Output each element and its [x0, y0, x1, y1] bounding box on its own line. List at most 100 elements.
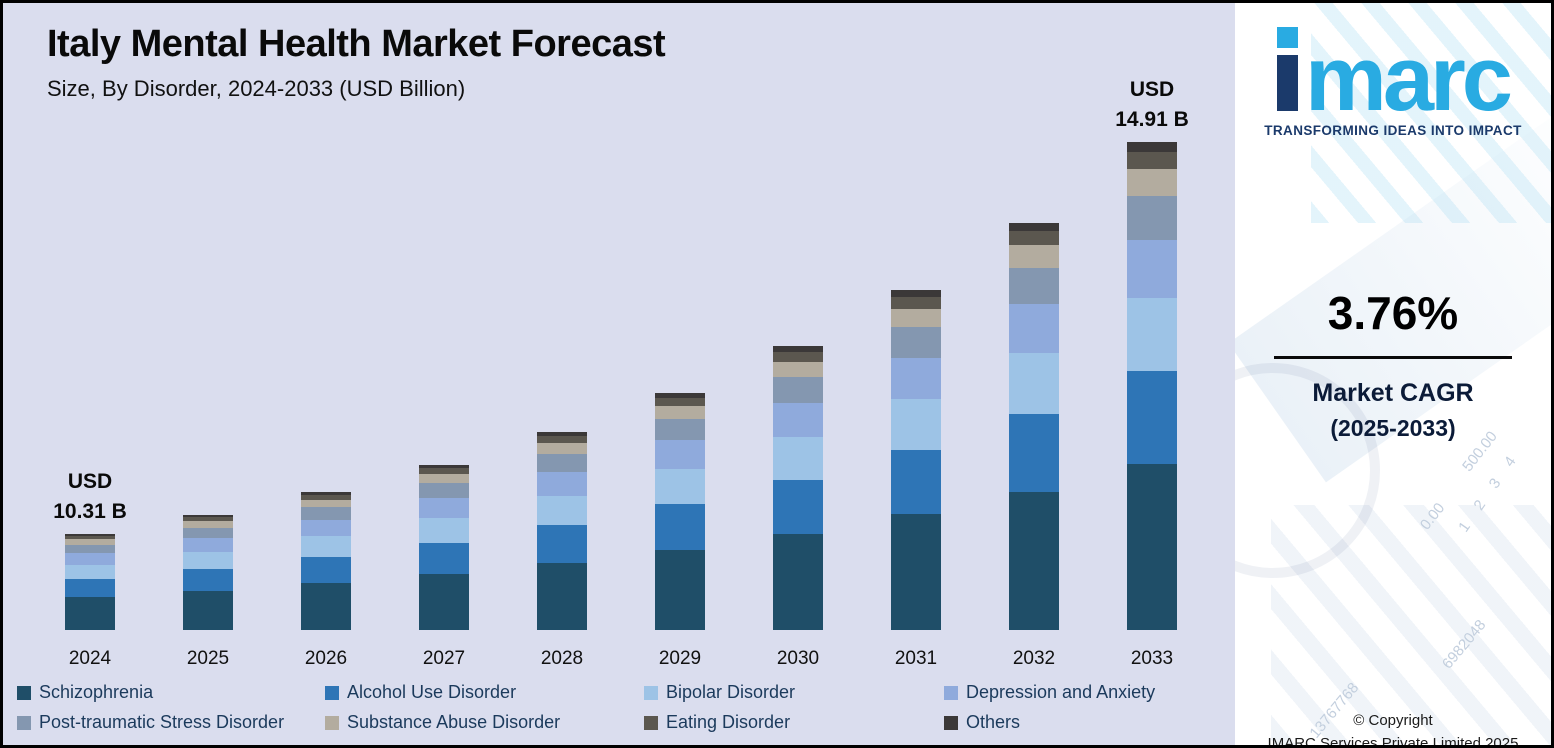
legend-label: Alcohol Use Disorder: [347, 682, 517, 702]
legend-item-bipolar-disorder: Bipolar Disorder: [644, 682, 944, 703]
legend-label: Others: [966, 712, 1021, 732]
legend-label: Eating Disorder: [666, 712, 791, 732]
legend-item-post-traumatic-stress-disorder: Post-traumatic Stress Disorder: [17, 712, 325, 733]
bar-segment-schizophrenia: [773, 533, 823, 630]
bar-segment-bipolar-disorder: [891, 398, 941, 450]
bar-value-label-line: USD: [1129, 78, 1175, 102]
bar-value-label-line: 14.91 B: [1115, 107, 1189, 131]
bar-segment-depression-and-anxiety: [419, 497, 469, 518]
bar-value-label-line: 10.31 B: [53, 499, 127, 523]
bar-segment-post-traumatic-stress-disorder: [891, 327, 941, 359]
legend-item-others: Others: [944, 712, 1217, 733]
bar-segment-bipolar-disorder: [655, 468, 705, 505]
bar-segment-bipolar-disorder: [65, 564, 115, 580]
bar-segment-schizophrenia: [1127, 464, 1177, 630]
bar-segment-eating-disorder: [773, 351, 823, 362]
bar-segment-bipolar-disorder: [537, 495, 587, 526]
bar-segment-others: [773, 346, 823, 352]
sidebar-content: marc TRANSFORMING IDEAS INTO IMPACT 3.76…: [1235, 27, 1551, 745]
bar-segment-substance-abuse-disorder: [301, 499, 351, 508]
cagr-period: (2025-2033): [1330, 415, 1456, 441]
bar-segment-alcohol-use-disorder: [183, 569, 233, 591]
legend-swatch: [644, 715, 658, 730]
bar-segment-schizophrenia: [537, 562, 587, 630]
bar-segment-others: [183, 515, 233, 518]
bar-segment-substance-abuse-disorder: [891, 308, 941, 328]
bar-segment-eating-disorder: [183, 517, 233, 522]
legend-label: Substance Abuse Disorder: [347, 712, 561, 732]
cagr-block: 3.76% Market CAGR (2025-2033): [1235, 286, 1551, 442]
x-axis-label-2025: 2025: [186, 648, 230, 669]
bar-slot-2029: 2029: [621, 3, 739, 669]
bar-segment-post-traumatic-stress-disorder: [537, 454, 587, 472]
bar-segment-alcohol-use-disorder: [891, 449, 941, 515]
imarc-logo: marc TRANSFORMING IDEAS INTO IMPACT: [1235, 27, 1551, 138]
copyright: © Copyright IMARC Services Private Limit…: [1235, 709, 1551, 746]
bar-slot-2032: 2032: [975, 3, 1093, 669]
legend-item-alcohol-use-disorder: Alcohol Use Disorder: [325, 682, 644, 703]
bar-segment-others: [891, 290, 941, 297]
legend-swatch: [944, 715, 958, 730]
bar-segment-substance-abuse-disorder: [419, 474, 469, 484]
bar-segment-post-traumatic-stress-disorder: [65, 544, 115, 554]
cagr-divider: [1274, 356, 1512, 359]
bar-stack-2025: [183, 515, 233, 630]
logo-tagline: TRANSFORMING IDEAS INTO IMPACT: [1264, 123, 1522, 138]
bar-segment-post-traumatic-stress-disorder: [419, 483, 469, 498]
bar-segment-others: [65, 534, 115, 537]
chart-panel: Italy Mental Health Market Forecast Size…: [3, 3, 1235, 745]
bar-segment-alcohol-use-disorder: [655, 504, 705, 550]
bar-segment-schizophrenia: [1009, 491, 1059, 630]
bar-segment-alcohol-use-disorder: [1009, 414, 1059, 492]
chart-legend: Schizophrenia Alcohol Use Disorder Bipolar…: [17, 682, 1217, 733]
bar-segment-substance-abuse-disorder: [655, 406, 705, 420]
x-axis-label-2030: 2030: [776, 648, 820, 669]
bar-value-label: USD 14.91 B: [1115, 75, 1189, 134]
x-axis-label-2032: 2032: [1012, 648, 1056, 669]
x-axis-label-2029: 2029: [658, 648, 702, 669]
legend-swatch: [944, 685, 958, 700]
bar-segment-post-traumatic-stress-disorder: [301, 507, 351, 520]
bar-segment-bipolar-disorder: [419, 517, 469, 543]
bar-stack-2031: [891, 290, 941, 630]
bar-segment-bipolar-disorder: [301, 536, 351, 557]
bar-segment-alcohol-use-disorder: [301, 557, 351, 584]
legend-swatch: [17, 685, 31, 700]
bar-segment-depression-and-anxiety: [655, 440, 705, 469]
bar-segment-alcohol-use-disorder: [419, 542, 469, 574]
legend-label: Post-traumatic Stress Disorder: [39, 712, 285, 732]
copyright-line-2: IMARC Services Private Limited 2025: [1267, 734, 1519, 745]
bar-segment-substance-abuse-disorder: [65, 539, 115, 545]
legend-item-depression-and-anxiety: Depression and Anxiety: [944, 682, 1217, 703]
bar-segment-bipolar-disorder: [1009, 353, 1059, 415]
bar-slot-2033: USD 14.91 B 2033: [1093, 3, 1211, 669]
bar-segment-eating-disorder: [1009, 231, 1059, 246]
bar-slot-2030: 2030: [739, 3, 857, 669]
legend-label: Schizophrenia: [39, 682, 154, 702]
bar-segment-depression-and-anxiety: [773, 403, 823, 438]
bar-segment-others: [655, 393, 705, 398]
legend-item-schizophrenia: Schizophrenia: [17, 682, 325, 703]
legend-item-eating-disorder: Eating Disorder: [644, 712, 944, 733]
bar-segment-others: [419, 465, 469, 469]
x-axis-label-2027: 2027: [422, 648, 466, 669]
bar-value-label: USD 10.31 B: [53, 467, 127, 526]
bar-segment-substance-abuse-disorder: [537, 443, 587, 455]
bar-chart: USD 10.31 B 2024 2025 2026 2027 2028 2029 2030 20…: [31, 3, 1211, 669]
bar-segment-eating-disorder: [891, 296, 941, 309]
bar-segment-alcohol-use-disorder: [65, 579, 115, 598]
bar-stack-2032: [1009, 222, 1059, 630]
bar-value-label-line: USD: [67, 470, 113, 494]
bar-segment-schizophrenia: [655, 549, 705, 630]
bar-segment-depression-and-anxiety: [891, 358, 941, 399]
legend-swatch: [644, 685, 658, 700]
bar-segment-schizophrenia: [183, 590, 233, 630]
bar-segment-eating-disorder: [655, 397, 705, 407]
x-axis-label-2033: 2033: [1130, 648, 1174, 669]
x-axis-label-2028: 2028: [540, 648, 584, 669]
bar-segment-substance-abuse-disorder: [1009, 245, 1059, 268]
bar-segment-schizophrenia: [65, 597, 115, 630]
bar-slot-2027: 2027: [385, 3, 503, 669]
bar-stack-2033: [1127, 142, 1177, 630]
